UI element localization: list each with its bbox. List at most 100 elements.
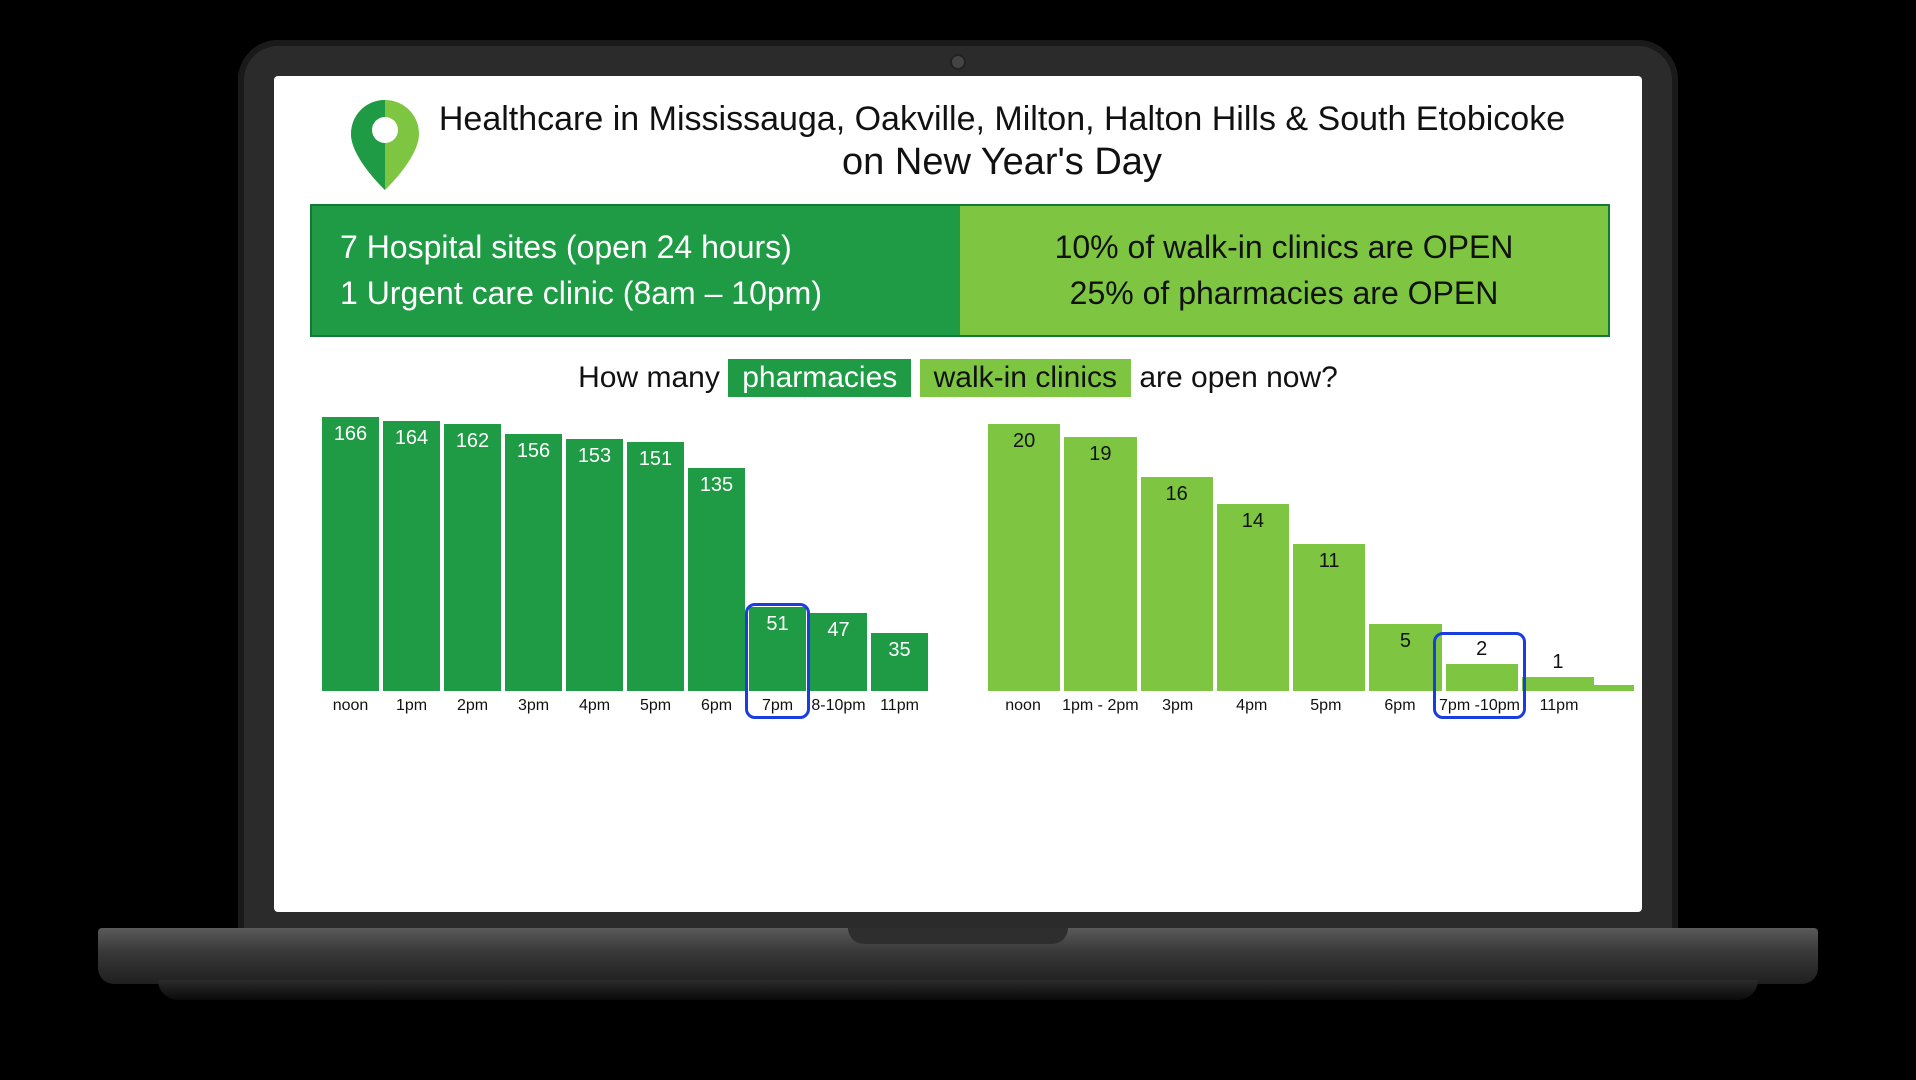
bar: 162 (444, 424, 501, 691)
chart-clinics-xlabels: noon1pm - 2pm 3pm4pm5pm6pm7pm -10pm11pm (988, 697, 1594, 715)
bar-value: 5 (1400, 630, 1411, 653)
page-root: Healthcare in Mississauga, Oakville, Mil… (0, 0, 1916, 1080)
bar-xlabel: 6pm (688, 697, 745, 715)
bar-col: 164 (383, 421, 440, 691)
bar-value: 164 (395, 427, 428, 450)
laptop-bezel: Healthcare in Mississauga, Oakville, Mil… (238, 40, 1678, 940)
bar: 14 (1217, 504, 1289, 691)
bar-col: 20 (988, 424, 1060, 691)
question-suffix: are open now? (1139, 361, 1338, 394)
bar-xlabel: 6pm (1365, 697, 1435, 715)
bar-col: 135 (688, 468, 745, 690)
bar-col: 16 (1141, 477, 1213, 690)
bar-value: 16 (1166, 483, 1188, 506)
bar-value: 135 (700, 474, 733, 497)
stat-left-line-1: 7 Hospital sites (open 24 hours) (340, 224, 932, 270)
map-pin-icon (351, 100, 419, 190)
stat-box-hospitals: 7 Hospital sites (open 24 hours) 1 Urgen… (312, 206, 960, 335)
bar-value: 11 (1319, 550, 1340, 573)
bar: 1 (1522, 677, 1594, 690)
bar-col: 11 (1293, 544, 1365, 691)
question-line: How many pharmacies walk-in clinics are … (310, 359, 1606, 397)
bar-col: 153 (566, 439, 623, 691)
bar-col: 19 (1064, 437, 1136, 690)
bar: 5 (1369, 624, 1441, 691)
bar: 11 (1293, 544, 1365, 691)
bar-xlabel: noon (322, 697, 379, 715)
charts-row: 166164162156153151135514735 noon1pm2pm3p… (310, 411, 1606, 715)
title-line-2: on New Year's Day (439, 141, 1565, 184)
chart-pharmacies: 166 164 162 156 153 151 135 51 47 35 noon1pm2pm3p… (322, 411, 928, 715)
bar-value: 166 (334, 423, 367, 446)
bar: 2 (1446, 664, 1518, 691)
bar-value: 162 (456, 430, 489, 453)
chip-walkin-clinics: walk-in clinics (920, 359, 1131, 397)
bar-value: 14 (1242, 510, 1264, 533)
bar: 35 (871, 633, 928, 691)
bar-col: 51 (749, 607, 806, 691)
bar-col: 5 (1369, 624, 1441, 691)
bar-xlabel: 2pm (444, 697, 501, 715)
bar-xlabel: 4pm (566, 697, 623, 715)
question-prefix: How many (578, 361, 720, 394)
bar-xlabel: 5pm (1291, 697, 1361, 715)
bar: 20 (988, 424, 1060, 691)
chart-clinics-bars: 2019161411521 (988, 411, 1594, 691)
bar-xlabel: 4pm (1217, 697, 1287, 715)
bar-value: 20 (1013, 430, 1035, 453)
stat-row: 7 Hospital sites (open 24 hours) 1 Urgen… (310, 204, 1610, 337)
bar-xlabel: 3pm (505, 697, 562, 715)
bar-xlabel: 11pm (1524, 697, 1594, 715)
laptop-base (98, 928, 1818, 984)
bar: 153 (566, 439, 623, 691)
bar-xlabel: 8-10pm (810, 697, 867, 715)
bar: 16 (1141, 477, 1213, 690)
bar-value: 1 (1552, 651, 1563, 674)
laptop-mockup: Healthcare in Mississauga, Oakville, Mil… (98, 40, 1818, 1040)
screen-content: Healthcare in Mississauga, Oakville, Mil… (274, 76, 1642, 912)
bar-value: 156 (517, 440, 550, 463)
bar-col: 14 (1217, 504, 1289, 691)
bar-value: 19 (1089, 443, 1111, 466)
bar-xlabel: 1pm (383, 697, 440, 715)
bar-xlabel: 7pm (749, 697, 806, 715)
camera-icon (950, 54, 966, 70)
stat-left-line-2: 1 Urgent care clinic (8am – 10pm) (340, 270, 932, 316)
stat-right-line-2: 25% of pharmacies are OPEN (988, 270, 1580, 316)
bar-xlabel: noon (988, 697, 1058, 715)
bar: 164 (383, 421, 440, 691)
bar-value: 51 (766, 613, 788, 636)
laptop-foot (158, 980, 1758, 1000)
bar-xlabel: 7pm -10pm (1439, 697, 1520, 715)
stat-right-line-1: 10% of walk-in clinics are OPEN (988, 224, 1580, 270)
bar: 135 (688, 468, 745, 690)
bar-xlabel: 5pm (627, 697, 684, 715)
bar-xlabel: 1pm - 2pm (1062, 697, 1138, 715)
header: Healthcare in Mississauga, Oakville, Mil… (310, 100, 1606, 190)
bar-xlabel: 11pm (871, 697, 928, 715)
stat-box-percent-open: 10% of walk-in clinics are OPEN 25% of p… (960, 206, 1608, 335)
laptop-notch (848, 928, 1068, 944)
chart-walkin-clinics: 2019161411521 noon1pm - 2pm3pm4pm5pm6pm7… (988, 411, 1594, 715)
bar-col: 151 (627, 442, 684, 691)
bar: 151 (627, 442, 684, 691)
bar-value: 47 (827, 619, 849, 642)
tail-line (1594, 685, 1634, 691)
title-line-1: Healthcare in Mississauga, Oakville, Mil… (439, 100, 1565, 139)
chart-pharmacies-bars: 166 164 162 156 153 151 135 51 47 35 (322, 411, 928, 691)
bar: 47 (810, 613, 867, 690)
bar-value: 153 (578, 445, 611, 468)
bar-xlabel: 3pm (1143, 697, 1213, 715)
chart-pharmacies-xlabels: noon1pm2pm3pm4pm5pm6pm7pm8-10pm11pm (322, 697, 928, 715)
bar-value: 2 (1476, 638, 1487, 661)
bar: 19 (1064, 437, 1136, 690)
bar-col: 156 (505, 434, 562, 691)
bar-value: 151 (639, 448, 672, 471)
bar-col: 162 (444, 424, 501, 691)
bar-col: 47 (810, 613, 867, 690)
bar: 166 (322, 417, 379, 690)
bar-col: 2 (1446, 664, 1518, 691)
bar-col: 35 (871, 633, 928, 691)
bar-value: 35 (888, 639, 910, 662)
bar: 156 (505, 434, 562, 691)
